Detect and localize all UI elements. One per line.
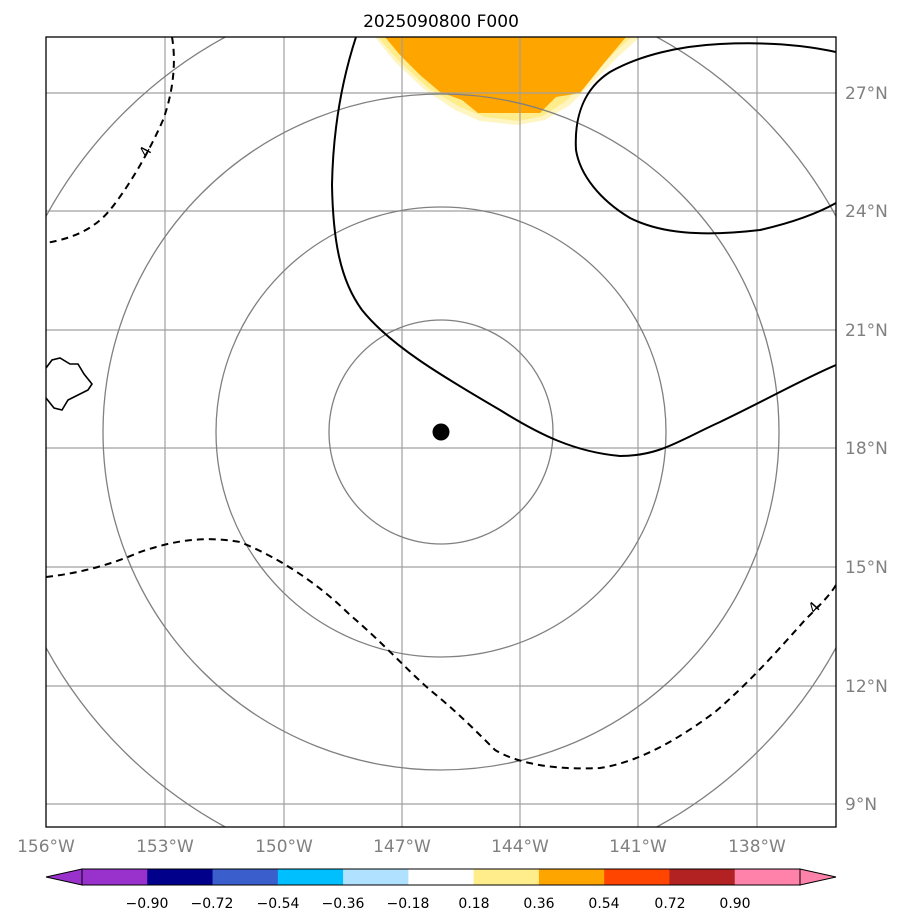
- colorbar-segment: [473, 869, 540, 885]
- colorbar-segment: [538, 869, 605, 885]
- shaded-field-orange: [385, 37, 626, 113]
- lat-label-21n: 21°N: [845, 321, 888, 341]
- colorbar-segments: [82, 869, 801, 885]
- map-title: 2025090800 F000: [363, 12, 519, 32]
- lon-label-150w: 150°W: [255, 837, 313, 857]
- solid-contours: [46, 37, 836, 458]
- lon-label-153w: 153°W: [136, 837, 194, 857]
- colorbar-extend-low: [45, 868, 83, 886]
- lat-label-18n: 18°N: [845, 439, 888, 459]
- range-ring-2: [215, 206, 667, 658]
- latitude-labels: 27°N 24°N 21°N 18°N 15°N 12°N 9°N: [845, 84, 888, 815]
- colorbar-segment: [82, 869, 148, 885]
- lat-label-24n: 24°N: [845, 202, 888, 222]
- storm-center-marker: [432, 423, 450, 441]
- colorbar-frame: [81, 868, 801, 886]
- colorbar-label-8: 0.54: [588, 896, 619, 912]
- colorbar-label-7: 0.36: [523, 896, 554, 912]
- lat-label-9n: 9°N: [845, 795, 877, 815]
- longitude-labels: 156°W 153°W 150°W 147°W 144°W 141°W 138°…: [17, 837, 786, 857]
- colorbar: −0.90 −0.72 −0.54 −0.36 −0.18 0.18 0.36 …: [45, 868, 837, 912]
- graticule: [46, 37, 836, 827]
- colorbar-label-3: −0.54: [257, 896, 300, 912]
- colorbar-label-1: −0.90: [126, 896, 169, 912]
- colorbar-labels: −0.90 −0.72 −0.54 −0.36 −0.18 0.18 0.36 …: [126, 896, 751, 912]
- colorbar-segment: [147, 869, 214, 885]
- colorbar-label-9: 0.72: [654, 896, 685, 912]
- colorbar-label-2: −0.72: [191, 896, 234, 912]
- dashed-contours: [46, 37, 836, 770]
- lat-label-27n: 27°N: [845, 84, 888, 104]
- colorbar-segment: [343, 869, 409, 885]
- map-frame: [45, 36, 837, 828]
- dashed-contour-nw: [46, 37, 175, 244]
- colorbar-label-6: 0.18: [458, 896, 489, 912]
- colorbar-segment: [408, 869, 475, 885]
- solid-contour-main: [330, 37, 836, 458]
- colorbar-label-4: −0.36: [322, 896, 365, 912]
- lon-label-156w: 156°W: [17, 837, 75, 857]
- range-ring-3: [102, 93, 780, 771]
- colorbar-extend-high: [799, 868, 837, 886]
- dashed-contour-south: [46, 538, 836, 770]
- lon-label-138w: 138°W: [728, 837, 786, 857]
- colorbar-segment: [212, 869, 279, 885]
- colorbar-segment: [277, 869, 344, 885]
- colorbar-segment: [604, 869, 670, 885]
- range-ring-1: [328, 319, 554, 545]
- colorbar-segment: [669, 869, 736, 885]
- lat-label-15n: 15°N: [845, 558, 888, 578]
- lon-label-147w: 147°W: [373, 837, 431, 857]
- map-area: 4 4: [46, 37, 836, 827]
- lon-label-141w: 141°W: [609, 837, 667, 857]
- lat-label-12n: 12°N: [845, 677, 888, 697]
- colorbar-label-10: 0.90: [719, 896, 750, 912]
- coastline-hawaii: [46, 357, 93, 411]
- range-rings: [46, 37, 836, 827]
- lon-label-144w: 144°W: [491, 837, 549, 857]
- colorbar-segment: [734, 869, 801, 885]
- colorbar-label-5: −0.18: [387, 896, 430, 912]
- solid-contour-ne: [574, 42, 836, 235]
